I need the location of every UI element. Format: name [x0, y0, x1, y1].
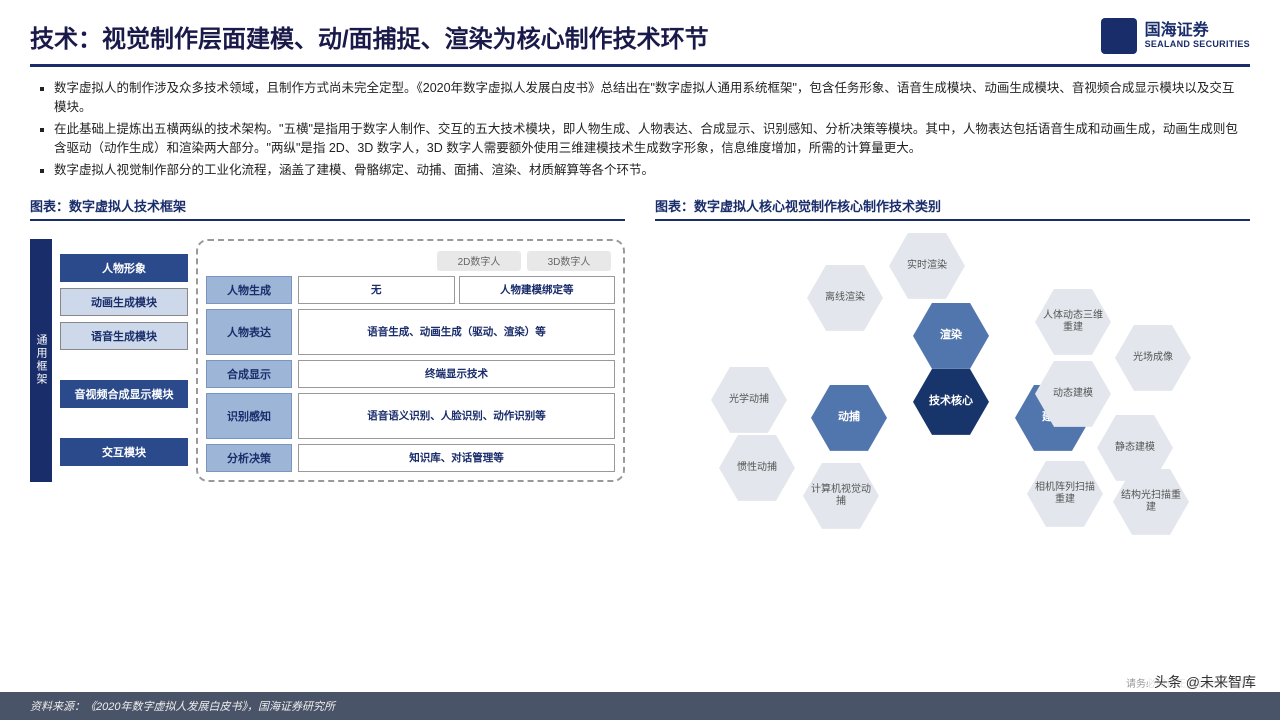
right-chart-title: 图表：数字虚拟人核心视觉制作核心制作技术类别 — [655, 196, 1250, 221]
framework-column: 人物形象 动画生成模块 语音生成模块 音视频合成显示模块 交互模块 — [60, 239, 188, 482]
hex-leaf: 计算机视觉动捕 — [803, 463, 879, 529]
title-rule — [30, 64, 1250, 67]
hex-leaf: 实时渲染 — [889, 233, 965, 299]
cell: 语音语义识别、人脸识别、动作识别等 — [298, 393, 615, 439]
module-box: 交互模块 — [60, 438, 188, 466]
vertical-bar: 通用框架 — [30, 239, 52, 482]
bullet-item: 数字虚拟人的制作涉及众多技术领域，且制作方式尚未完全定型。《2020年数字虚拟人… — [54, 79, 1240, 118]
hex-mid: 渲染 — [913, 303, 989, 369]
footer-source: 资料来源：《2020年数字虚拟人发展白皮书》，国海证券研究所 — [0, 692, 1280, 720]
hex-leaf: 光场成像 — [1115, 325, 1191, 391]
logo-en: SEALAND SECURITIES — [1145, 40, 1250, 50]
hex-leaf: 惯性动捕 — [719, 435, 795, 501]
hex-center: 技术核心 — [913, 369, 989, 435]
module-box: 语音生成模块 — [60, 322, 188, 350]
module-box: 动画生成模块 — [60, 288, 188, 316]
hex-diagram: 技术核心 渲染动捕建模实时渲染离线渲染光学动捕惯性动捕计算机视觉动捕人体动态三维… — [655, 239, 1250, 569]
cell: 人物建模绑定等 — [459, 276, 616, 304]
col-header: 3D数字人 — [527, 251, 611, 271]
right-chart: 图表：数字虚拟人核心视觉制作核心制作技术类别 技术核心 渲染动捕建模实时渲染离线… — [655, 196, 1250, 569]
hex-leaf: 相机阵列扫描重建 — [1027, 461, 1103, 527]
module-box: 音视频合成显示模块 — [60, 380, 188, 408]
row-label: 合成显示 — [206, 360, 292, 388]
row-label: 分析决策 — [206, 444, 292, 472]
left-chart-title: 图表：数字虚拟人技术框架 — [30, 196, 625, 221]
left-chart: 图表：数字虚拟人技术框架 通用框架 人物形象 动画生成模块 语音生成模块 音视频… — [30, 196, 625, 569]
bullet-list: 数字虚拟人的制作涉及众多技术领域，且制作方式尚未完全定型。《2020年数字虚拟人… — [0, 79, 1280, 180]
logo-cn: 国海证券 — [1145, 22, 1250, 40]
row-label: 识别感知 — [206, 393, 292, 439]
tech-table: 2D数字人 3D数字人 人物生成 无 人物建模绑定等 人物表达 语音生成、动画生… — [196, 239, 625, 482]
hex-mid: 动捕 — [811, 385, 887, 451]
hex-leaf: 人体动态三维重建 — [1035, 289, 1111, 355]
bullet-item: 在此基础上提炼出五横两纵的技术架构。"五横"是指用于数字人制作、交互的五大技术模… — [54, 120, 1240, 159]
cell: 无 — [298, 276, 455, 304]
row-label: 人物生成 — [206, 276, 292, 304]
logo-icon — [1101, 18, 1137, 54]
logo: 国海证券 SEALAND SECURITIES — [1101, 18, 1250, 54]
cell: 知识库、对话管理等 — [298, 444, 615, 472]
watermark: 头条 @未来智库 — [1148, 670, 1262, 694]
hex-leaf: 光学动捕 — [711, 367, 787, 433]
page-title: 技术：视觉制作层面建模、动/面捕捉、渲染为核心制作技术环节 — [30, 19, 1101, 54]
cell: 终端显示技术 — [298, 360, 615, 388]
module-box: 人物形象 — [60, 254, 188, 282]
bullet-item: 数字虚拟人视觉制作部分的工业化流程，涵盖了建模、骨骼绑定、动捕、面捕、渲染、材质… — [54, 161, 1240, 180]
row-label: 人物表达 — [206, 309, 292, 355]
hex-leaf: 离线渲染 — [807, 265, 883, 331]
col-header: 2D数字人 — [437, 251, 521, 271]
cell: 语音生成、动画生成（驱动、渲染）等 — [298, 309, 615, 355]
